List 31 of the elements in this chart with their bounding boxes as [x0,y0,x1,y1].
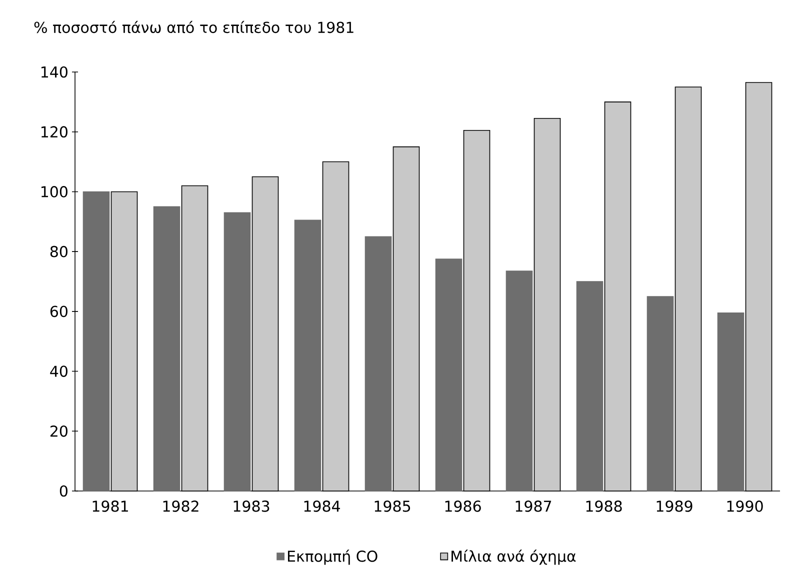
bar [294,220,322,492]
y-tick-label: 60 [50,306,68,318]
y-tick-label: 100 [41,186,68,198]
bar [576,281,604,492]
bar [82,191,110,492]
bar [364,236,392,492]
bar [646,296,674,492]
x-tick-label: 1987 [516,500,552,512]
legend-label: Μίλια ανά όχημα [452,550,576,565]
y-tick-label: 120 [41,126,68,138]
y-tick-label: 40 [50,366,68,377]
x-tick-label: 1989 [656,500,692,512]
bar [717,312,744,492]
bar [153,206,180,492]
legend-label: Εκπομπή CO [288,550,378,565]
x-tick-label: 1982 [163,500,198,512]
y-tick-label: 20 [50,425,68,437]
y-tick-label: 80 [50,246,68,258]
y-tick-label: 140 [41,66,68,78]
x-tick-label: 1983 [234,500,270,512]
bar [224,212,251,492]
chart-title: % ποσοστό πάνω από το επίπεδο του 1981 [34,20,354,34]
x-tick-label: 1981 [92,500,128,512]
y-tick-label: 0 [60,485,68,497]
bar [435,258,462,492]
x-tick-label: 1985 [374,500,410,512]
x-tick-label: 1988 [586,500,622,512]
x-tick-label: 1984 [304,500,340,512]
x-tick-label: 1990 [727,500,763,512]
bar [506,270,533,492]
x-tick-label: 1986 [445,500,481,512]
